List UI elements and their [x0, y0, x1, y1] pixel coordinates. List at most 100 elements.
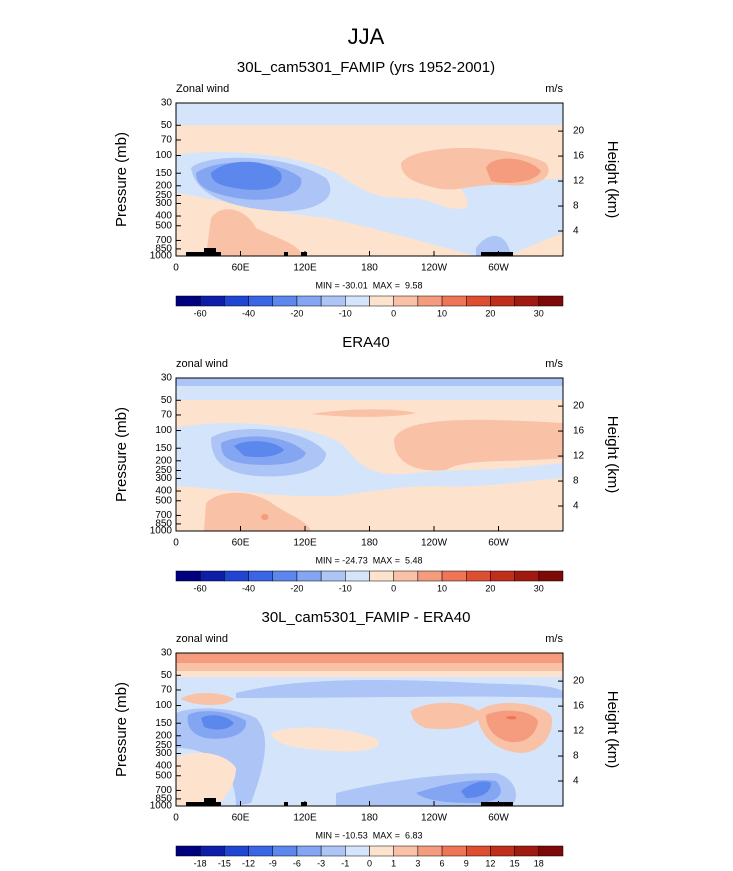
y-tick-label: 30 [161, 648, 173, 659]
colorbar-box [199, 295, 225, 307]
x-tick-label: 0 [173, 263, 179, 274]
colorbar-box [224, 570, 249, 582]
topography [204, 248, 216, 256]
colorbar-label: -40 [242, 583, 255, 593]
contour-region [506, 715, 517, 720]
colorbar-box [345, 845, 370, 857]
colorbar-box [466, 295, 491, 307]
y-tick-label: 200 [155, 730, 172, 741]
x-tick-label: 60E [232, 538, 250, 549]
x-tick-label: 120W [421, 263, 448, 274]
y2-tick-label: 16 [573, 151, 585, 162]
units-label: m/s [545, 633, 563, 645]
y2-tick-label: 8 [573, 751, 579, 762]
y2-tick-label: 16 [573, 426, 585, 437]
y-tick-label: 200 [155, 180, 172, 191]
figure-title: JJA [348, 24, 385, 49]
colorbar-box [175, 845, 201, 857]
y-tick-label: 850 [155, 519, 172, 530]
colorbar-box [224, 295, 249, 307]
colorbar-label: 6 [440, 858, 445, 868]
colorbar-box [538, 845, 564, 857]
y-tick-label: 150 [155, 718, 172, 729]
y2-tick-label: 12 [573, 176, 585, 187]
colorbar-label: -1 [341, 858, 349, 868]
contour-region [394, 419, 563, 471]
y-tick-label: 500 [155, 220, 172, 231]
colorbar-box [466, 845, 491, 857]
contour-region [271, 727, 379, 752]
colorbar-label: -40 [242, 308, 255, 318]
colorbar-label: -10 [339, 308, 352, 318]
colorbar-box [538, 570, 564, 582]
colorbar-box [466, 570, 491, 582]
x-tick-label: 0 [173, 813, 179, 824]
colorbar-label: 0 [391, 308, 396, 318]
y2-tick-label: 4 [573, 226, 579, 237]
contour-region [234, 441, 284, 458]
y2-tick-label: 4 [573, 776, 579, 787]
colorbar-label: 10 [437, 583, 447, 593]
colorbar-label: -9 [269, 858, 277, 868]
panel: 30L_cam5301_FAMIP (yrs 1952-2001) Zonal w… [113, 59, 621, 318]
colorbar-box [417, 570, 443, 582]
contour-region [476, 235, 511, 256]
contour-region [261, 513, 269, 520]
colorbar-box [175, 570, 201, 582]
colorbar-label: 20 [485, 308, 495, 318]
colorbar-box [320, 570, 346, 582]
y-tick-label: 70 [161, 685, 173, 696]
contour-region [176, 386, 563, 400]
y2-tick-label: 8 [573, 476, 579, 487]
colorbar-label: 0 [391, 583, 396, 593]
y-tick-label: 70 [161, 410, 173, 421]
colorbar-box [538, 295, 564, 307]
colorbar-box [393, 295, 419, 307]
colorbar-label: 30 [534, 583, 544, 593]
variable-label: zonal wind [176, 633, 228, 645]
y-axis-label: Pressure (mb) [113, 682, 130, 777]
variable-label: zonal wind [176, 358, 228, 370]
y-tick-label: 70 [161, 135, 173, 146]
y-tick-label: 50 [161, 395, 173, 406]
colorbar-box [248, 845, 273, 857]
colorbar-box [296, 295, 322, 307]
colorbar-box [248, 570, 273, 582]
y-tick-label: 700 [155, 785, 172, 796]
variable-label: Zonal wind [176, 83, 229, 95]
contour-region [201, 715, 234, 730]
y-tick-label: 1000 [150, 801, 173, 812]
y2-tick-label: 12 [573, 726, 585, 737]
colorbar-box [296, 845, 322, 857]
colorbar-box [514, 845, 540, 857]
colorbar-box [272, 295, 298, 307]
contour-region [211, 161, 282, 190]
x-tick-label: 0 [173, 538, 179, 549]
colorbar-box [393, 570, 419, 582]
x-tick-label: 60E [232, 813, 250, 824]
y-tick-label: 100 [155, 700, 172, 711]
colorbar-label: 12 [485, 858, 495, 868]
topography [301, 802, 307, 806]
x-tick-label: 180 [361, 813, 378, 824]
stats-label: MIN = -24.73 MAX = 5.48 [315, 555, 422, 565]
colorbar-label: -60 [194, 308, 207, 318]
y-tick-label: 850 [155, 794, 172, 805]
y-tick-label: 300 [155, 198, 172, 209]
colorbar-box [272, 845, 298, 857]
colorbar-box [345, 570, 370, 582]
x-tick-label: 120W [421, 813, 448, 824]
contour-region [411, 702, 481, 730]
colorbar-label: 1 [391, 858, 396, 868]
y-tick-label: 200 [155, 455, 172, 466]
y-tick-label: 1000 [150, 251, 173, 262]
y-tick-label: 150 [155, 443, 172, 454]
colorbar-box [417, 295, 443, 307]
colorbar-label: -10 [339, 583, 352, 593]
x-tick-label: 120E [293, 538, 317, 549]
colorbar-box [441, 845, 467, 857]
x-tick-label: 60W [488, 263, 509, 274]
